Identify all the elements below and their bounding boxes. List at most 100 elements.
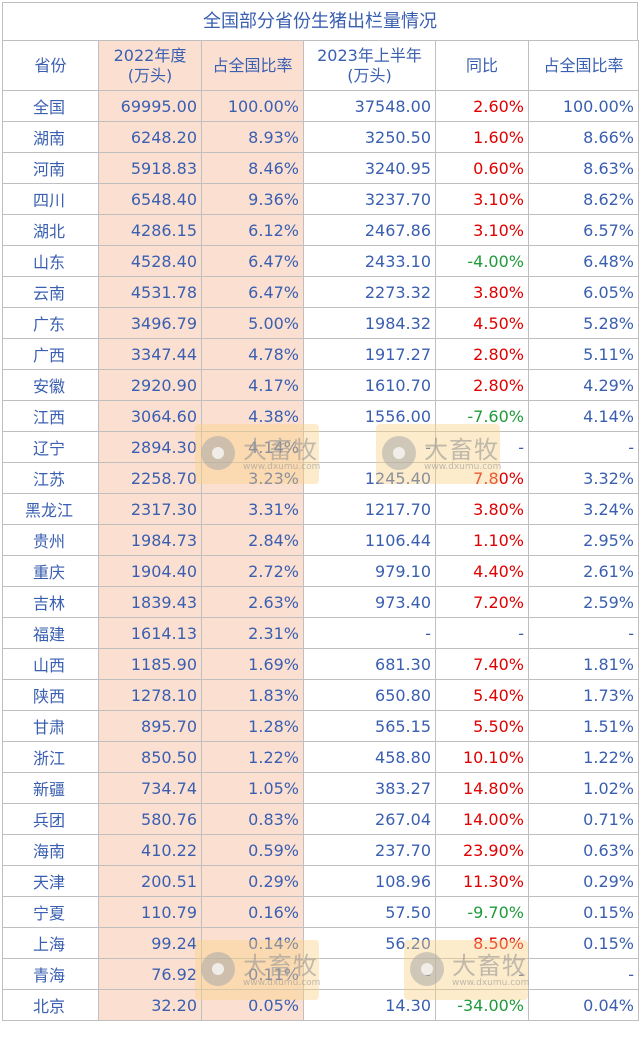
cell-output-2023h1: 14.30	[303, 989, 436, 1021]
cell-share-2023: 2.61%	[528, 555, 639, 587]
cell-share-2023: 3.24%	[528, 493, 639, 525]
cell-province: 浙江	[2, 741, 99, 773]
cell-output-2022: 2258.70	[98, 462, 202, 494]
cell-yoy: 4.40%	[435, 555, 529, 587]
hog-output-table: 省份 2022年度 (万头) 占全国比率 2023年上半年 (万头) 同比 占全国比…	[2, 40, 639, 1021]
cell-share-2022: 0.11%	[201, 958, 304, 990]
cell-output-2023h1: -	[303, 958, 436, 990]
table-row: 安徽 2920.90 4.17% 1610.70 2.80% 4.29%	[2, 369, 639, 401]
cell-share-2023: 1.51%	[528, 710, 639, 742]
cell-output-2023h1: 56.20	[303, 927, 436, 959]
cell-share-2022: 0.16%	[201, 896, 304, 928]
cell-output-2022: 3064.60	[98, 400, 202, 432]
header-share-2022: 占全国比率	[201, 40, 304, 91]
cell-output-2023h1: 1106.44	[303, 524, 436, 556]
cell-share-2022: 5.00%	[201, 307, 304, 339]
cell-output-2023h1: -	[303, 431, 436, 463]
cell-province: 湖北	[2, 214, 99, 246]
cell-output-2022: 4528.40	[98, 245, 202, 277]
cell-province: 江苏	[2, 462, 99, 494]
cell-yoy: 3.80%	[435, 493, 529, 525]
cell-province: 广西	[2, 338, 99, 370]
cell-share-2023: 0.04%	[528, 989, 639, 1021]
cell-output-2023h1: 973.40	[303, 586, 436, 618]
cell-share-2023: 4.29%	[528, 369, 639, 401]
cell-yoy: 7.40%	[435, 648, 529, 680]
cell-share-2023: -	[528, 617, 639, 649]
cell-share-2023: 0.29%	[528, 865, 639, 897]
cell-share-2022: 3.31%	[201, 493, 304, 525]
cell-output-2022: 580.76	[98, 803, 202, 835]
data-sheet: 全国部分省份生猪出栏量情况 省份 2022年度 (万头) 占全国比率 2023年上…	[2, 2, 639, 1021]
cell-output-2022: 3496.79	[98, 307, 202, 339]
cell-output-2022: 1278.10	[98, 679, 202, 711]
cell-share-2023: 8.63%	[528, 152, 639, 184]
cell-share-2022: 2.31%	[201, 617, 304, 649]
cell-yoy: 11.30%	[435, 865, 529, 897]
cell-yoy: 14.80%	[435, 772, 529, 804]
cell-output-2022: 4286.15	[98, 214, 202, 246]
cell-output-2023h1: 1610.70	[303, 369, 436, 401]
table-row: 广西 3347.44 4.78% 1917.27 2.80% 5.11%	[2, 338, 639, 370]
cell-share-2022: 4.38%	[201, 400, 304, 432]
cell-yoy: 2.60%	[435, 90, 529, 122]
cell-yoy: 10.10%	[435, 741, 529, 773]
table-row: 新疆 734.74 1.05% 383.27 14.80% 1.02%	[2, 772, 639, 804]
cell-share-2022: 6.47%	[201, 245, 304, 277]
table-body: 全国 69995.00 100.00% 37548.00 2.60% 100.00% 湖南 6…	[2, 90, 639, 1021]
cell-output-2023h1: 1245.40	[303, 462, 436, 494]
cell-output-2022: 2317.30	[98, 493, 202, 525]
cell-province: 全国	[2, 90, 99, 122]
cell-share-2022: 4.17%	[201, 369, 304, 401]
cell-province: 安徽	[2, 369, 99, 401]
cell-output-2022: 5918.83	[98, 152, 202, 184]
table-title: 全国部分省份生猪出栏量情况	[2, 2, 638, 40]
cell-share-2022: 1.22%	[201, 741, 304, 773]
cell-yoy: 2.80%	[435, 338, 529, 370]
cell-share-2023: 2.95%	[528, 524, 639, 556]
cell-share-2023: -	[528, 958, 639, 990]
cell-share-2022: 2.72%	[201, 555, 304, 587]
cell-output-2022: 6248.20	[98, 121, 202, 153]
cell-share-2023: 3.32%	[528, 462, 639, 494]
cell-share-2023: 5.11%	[528, 338, 639, 370]
table-row: 贵州 1984.73 2.84% 1106.44 1.10% 2.95%	[2, 524, 639, 556]
cell-output-2023h1: 1984.32	[303, 307, 436, 339]
cell-province: 宁夏	[2, 896, 99, 928]
cell-share-2022: 0.83%	[201, 803, 304, 835]
table-row: 山东 4528.40 6.47% 2433.10 -4.00% 6.48%	[2, 245, 639, 277]
cell-province: 青海	[2, 958, 99, 990]
cell-yoy: 3.10%	[435, 214, 529, 246]
cell-output-2023h1: 650.80	[303, 679, 436, 711]
cell-share-2023: 2.59%	[528, 586, 639, 618]
cell-output-2022: 2894.30	[98, 431, 202, 463]
cell-yoy: 5.50%	[435, 710, 529, 742]
table-row: 广东 3496.79 5.00% 1984.32 4.50% 5.28%	[2, 307, 639, 339]
header-yoy: 同比	[435, 40, 529, 91]
cell-output-2023h1: 681.30	[303, 648, 436, 680]
cell-share-2022: 3.23%	[201, 462, 304, 494]
table-row: 黑龙江 2317.30 3.31% 1217.70 3.80% 3.24%	[2, 493, 639, 525]
cell-province: 北京	[2, 989, 99, 1021]
cell-output-2022: 200.51	[98, 865, 202, 897]
cell-output-2023h1: 108.96	[303, 865, 436, 897]
table-row: 吉林 1839.43 2.63% 973.40 7.20% 2.59%	[2, 586, 639, 618]
table-row: 四川 6548.40 9.36% 3237.70 3.10% 8.62%	[2, 183, 639, 215]
table-row: 兵团 580.76 0.83% 267.04 14.00% 0.71%	[2, 803, 639, 835]
cell-province: 海南	[2, 834, 99, 866]
cell-share-2022: 0.05%	[201, 989, 304, 1021]
cell-province: 陕西	[2, 679, 99, 711]
cell-output-2022: 1839.43	[98, 586, 202, 618]
cell-share-2023: 0.15%	[528, 896, 639, 928]
cell-output-2022: 410.22	[98, 834, 202, 866]
cell-share-2023: 1.81%	[528, 648, 639, 680]
cell-yoy: -34.00%	[435, 989, 529, 1021]
cell-yoy: -	[435, 958, 529, 990]
table-row: 青海 76.92 0.11% - - -	[2, 958, 639, 990]
cell-yoy: -7.60%	[435, 400, 529, 432]
cell-yoy: 0.60%	[435, 152, 529, 184]
table-row: 海南 410.22 0.59% 237.70 23.90% 0.63%	[2, 834, 639, 866]
cell-output-2022: 69995.00	[98, 90, 202, 122]
cell-share-2023: -	[528, 431, 639, 463]
cell-province: 新疆	[2, 772, 99, 804]
